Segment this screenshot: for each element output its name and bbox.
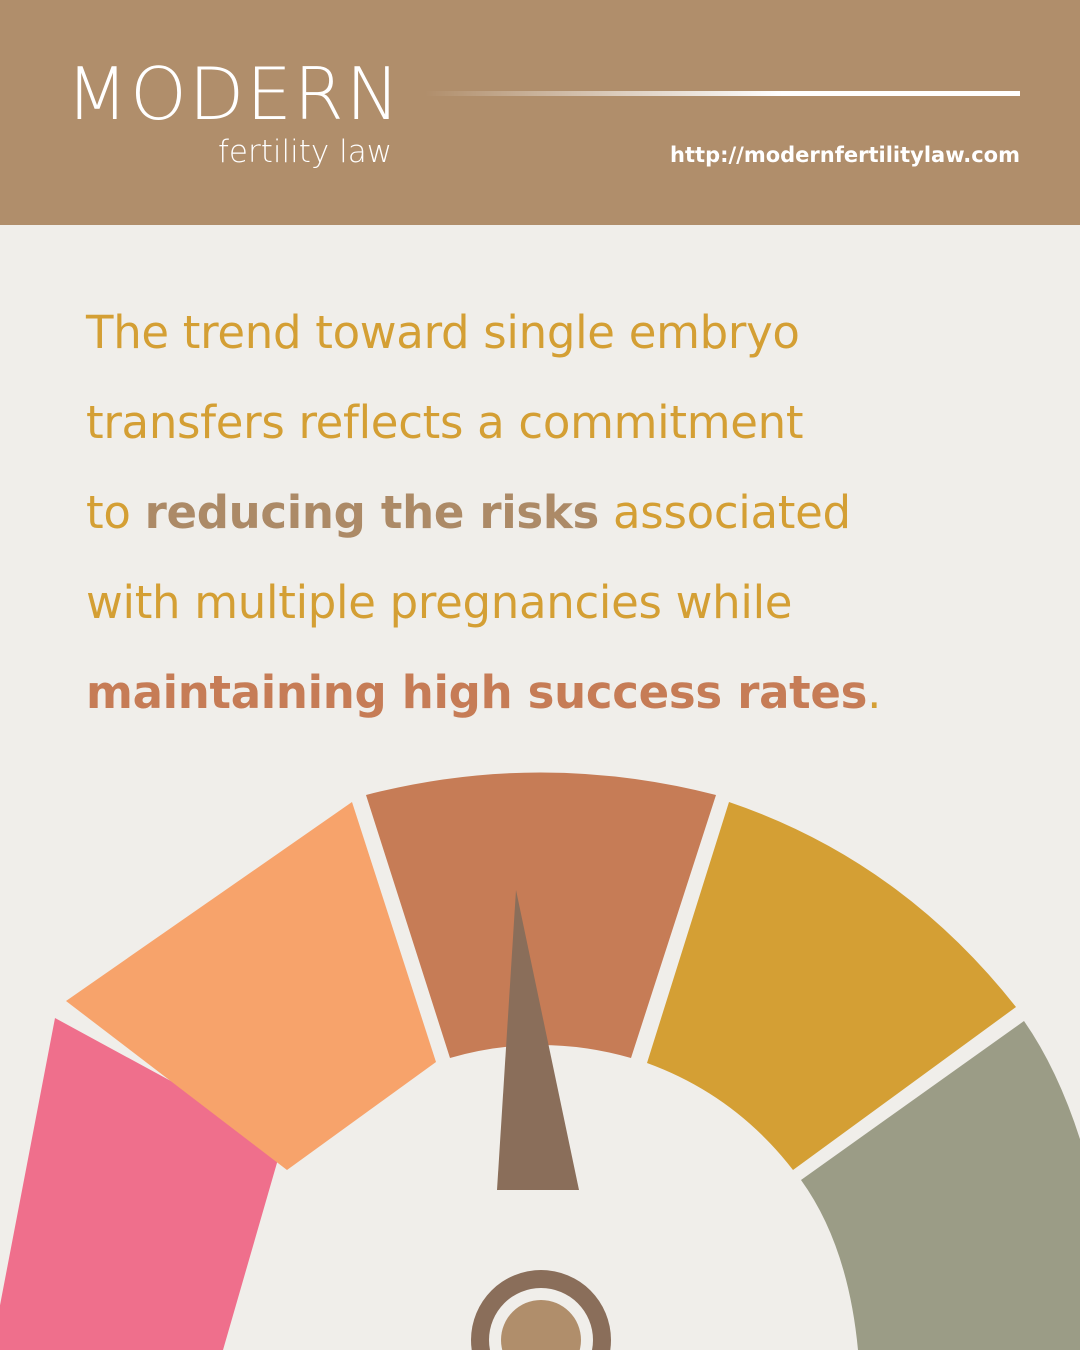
quote-line-1: The trend toward single embryo (86, 306, 800, 359)
gauge-needle (497, 890, 579, 1190)
website-url[interactable]: http://modernfertilitylaw.com (670, 143, 1020, 167)
quote-line-3: to reducing the risks associated (86, 468, 1046, 558)
logo-subtitle: fertility law (218, 134, 393, 170)
gauge-graphic (0, 772, 1080, 1350)
gauge-hub (501, 1300, 581, 1350)
quote-line-2: transfers reflects a commitment (86, 396, 804, 449)
gauge-segment-pink (0, 1018, 283, 1350)
gauge-segment-rust (366, 772, 716, 1058)
gauge-segment-peach (66, 802, 436, 1170)
header-divider-line (425, 91, 1020, 96)
gauge-segment-sage (801, 1021, 1080, 1350)
quote-line-5: maintaining high success rates. (86, 648, 1046, 738)
quote-line-3-pre: to (86, 486, 145, 539)
header-banner: MODERN fertility law http://modernfertil… (0, 0, 1080, 225)
quote-text: The trend toward single embryo transfers… (86, 288, 1046, 738)
gauge-segment-gold (647, 802, 1016, 1170)
emphasis-reducing-risks: reducing the risks (144, 486, 600, 539)
quote-line-5-post: . (867, 666, 882, 719)
emphasis-success-rates: maintaining high success rates (86, 666, 868, 719)
quote-line-3-post: associated (599, 486, 851, 539)
logo-wordmark: MODERN (66, 52, 402, 136)
quote-line-4: with multiple pregnancies while (86, 576, 793, 629)
